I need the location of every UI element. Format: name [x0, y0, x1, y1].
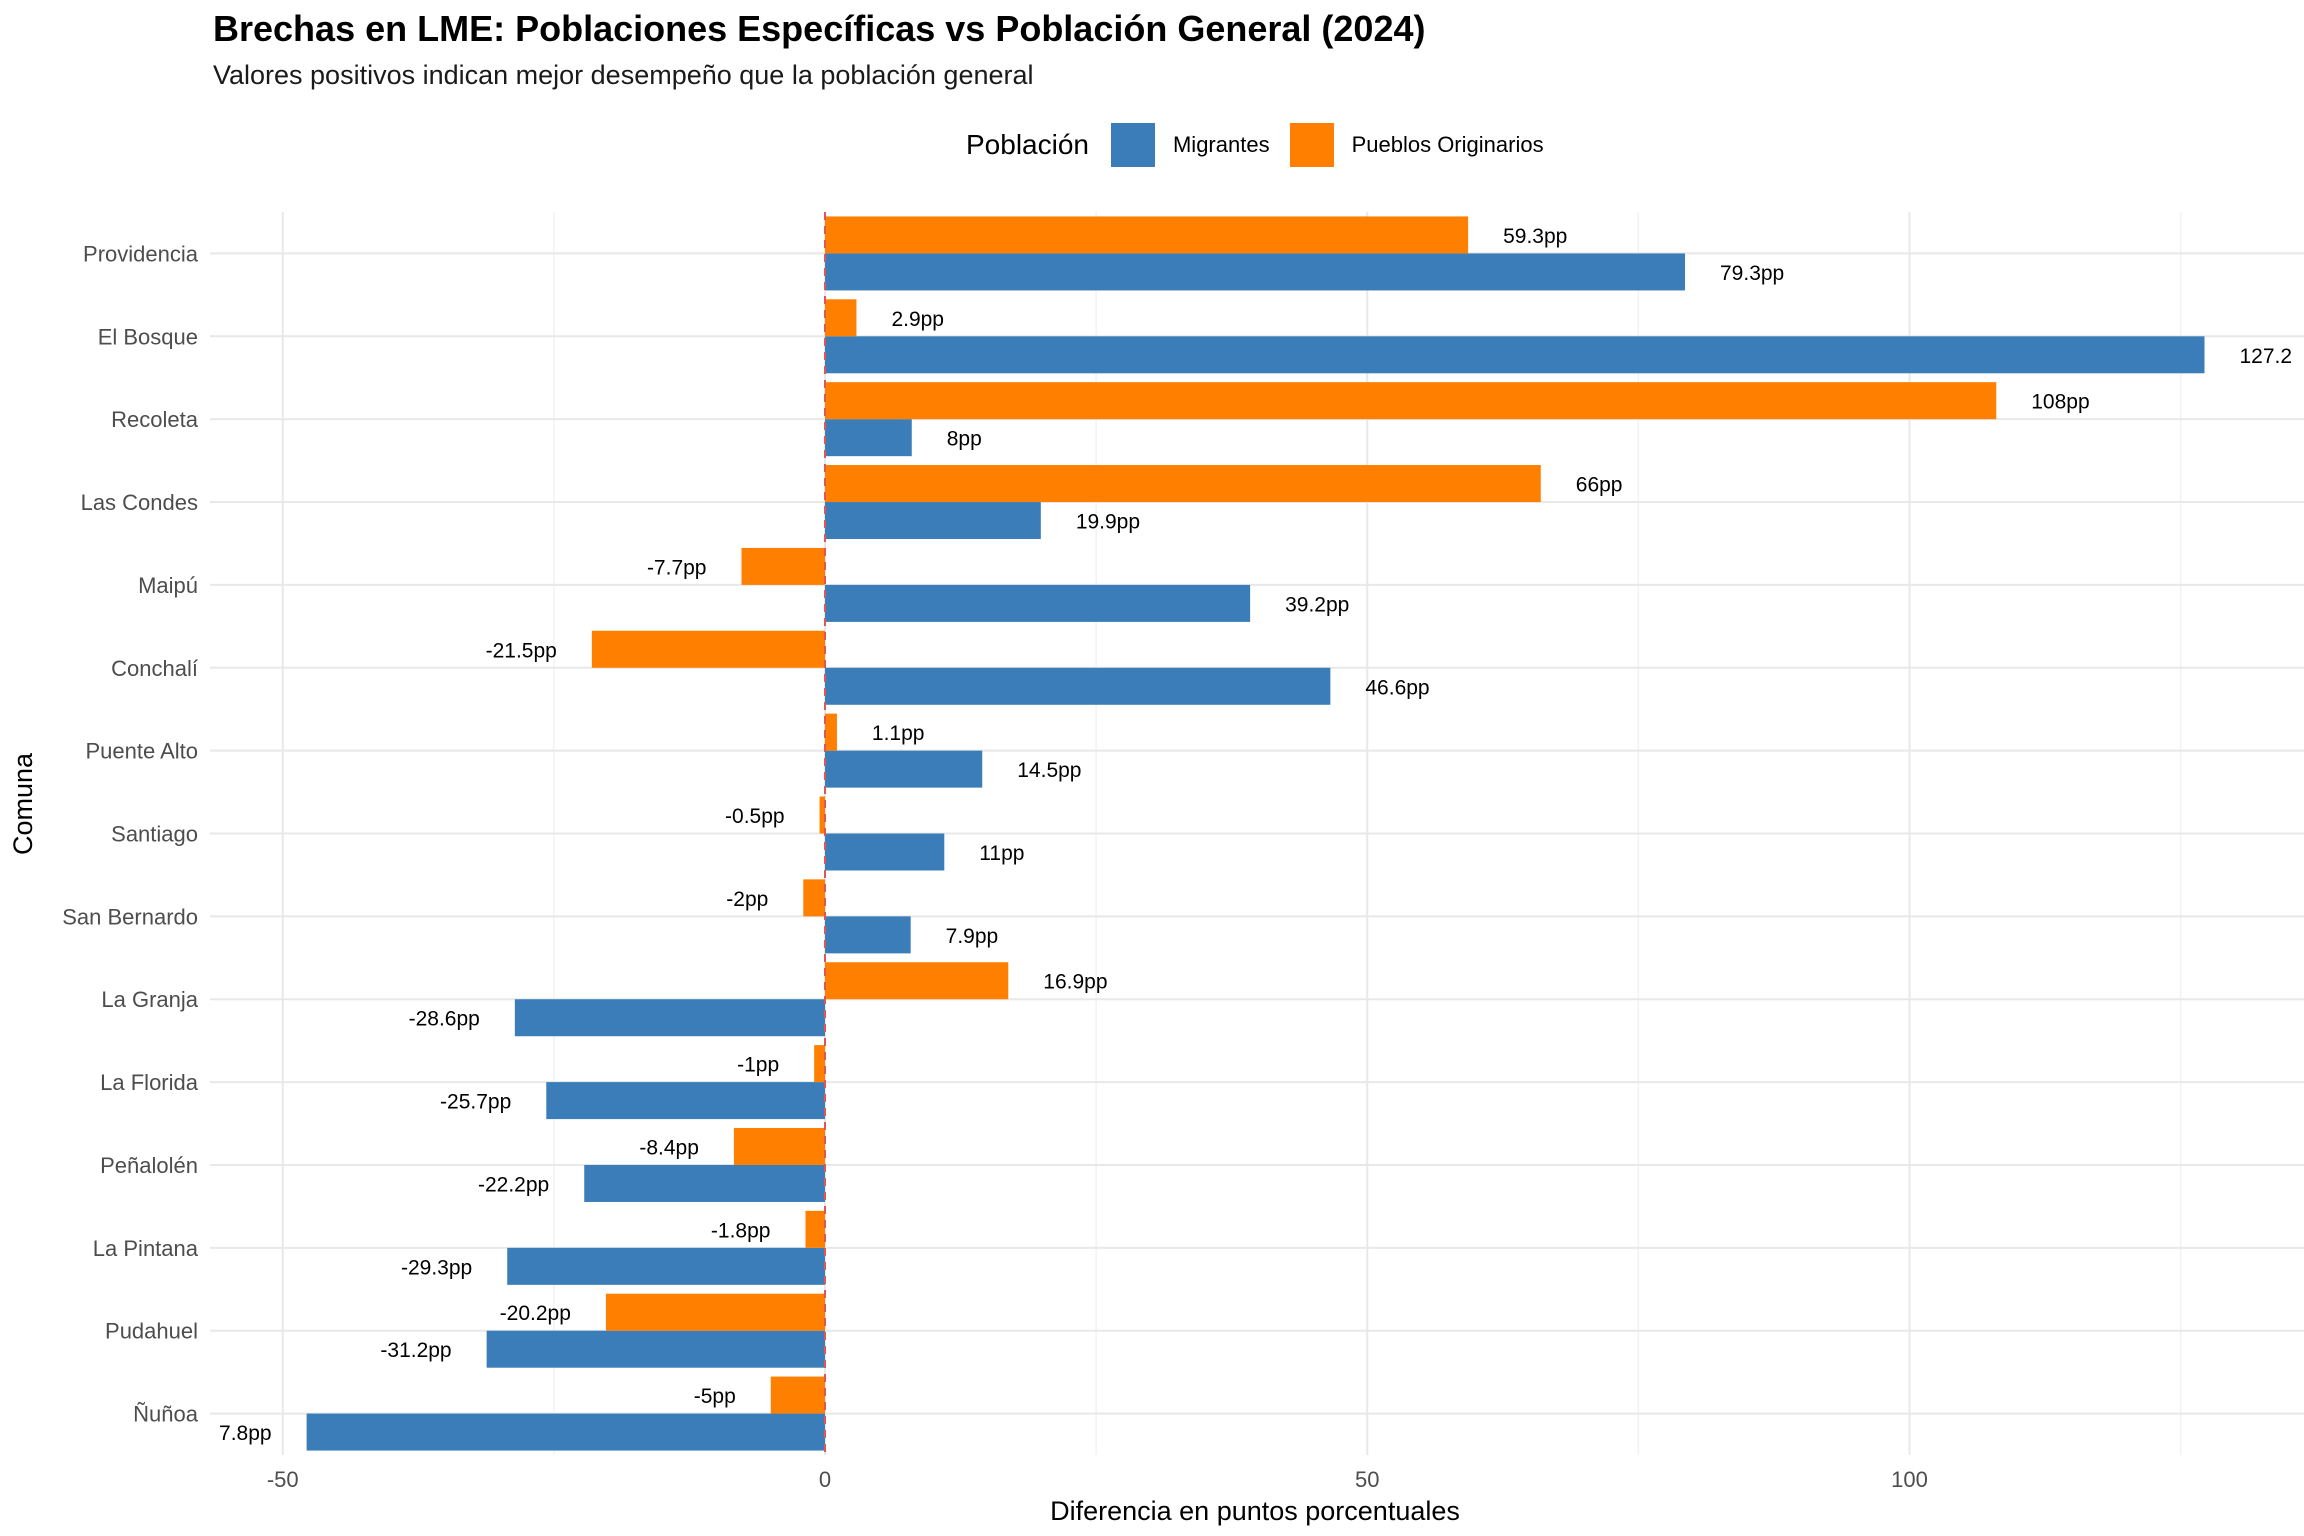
pueblos-originarios-bar [803, 879, 825, 917]
migrantes-bar [825, 253, 1686, 291]
migrantes-bar [825, 584, 1251, 622]
pueblos-originarios-bar [825, 962, 1009, 1000]
migrantes-bar [825, 336, 2205, 374]
y-tick-label: La Florida [100, 1070, 199, 1095]
bar-value-label: -1.8pp [711, 1219, 771, 1242]
pueblos-originarios-bar [825, 465, 1541, 503]
migrantes-bar [306, 1413, 825, 1451]
y-tick-label: Conchalí [111, 656, 198, 681]
y-tick-label: Providencia [83, 241, 199, 266]
bar-value-label: -1pp [737, 1054, 779, 1077]
bar-value-label: 16.9pp [1043, 971, 1107, 994]
bar-value-label: 79.3pp [1720, 262, 1784, 285]
y-tick-label: La Granja [101, 987, 198, 1012]
bar-value-label: 1.1pp [872, 722, 925, 745]
pueblos-originarios-bar [814, 1045, 825, 1083]
migrantes-bar [546, 1082, 825, 1120]
migrantes-bar [825, 502, 1041, 540]
bar-value-label: -28.6pp [409, 1008, 480, 1031]
migrantes-bar [825, 916, 911, 954]
bar-value-label: -5pp [694, 1385, 736, 1408]
legend-key-migrantes [1110, 123, 1155, 167]
bar-value-label: -31.2pp [380, 1339, 451, 1362]
bar-value-label: -21.5pp [486, 639, 557, 662]
migrantes-bar [514, 999, 825, 1037]
bar-value-label: 59.3pp [1503, 225, 1567, 248]
pueblos-originarios-bar [591, 630, 825, 668]
chart-title: Brechas en LME: Poblaciones Específicas … [213, 8, 1426, 49]
bar-value-label: -29.3pp [401, 1256, 472, 1279]
bar-value-label: -0.5pp [725, 805, 785, 828]
migrantes-bar [584, 1164, 825, 1202]
bar-value-label: 8pp [947, 428, 982, 451]
legend-label-pueblos-originarios: Pueblos Originarios [1351, 132, 1544, 157]
pueblos-originarios-bar [825, 299, 857, 337]
legend-key-pueblos-originarios [1289, 123, 1334, 167]
bar-value-label: -22.2pp [478, 1173, 549, 1196]
y-tick-label: Recoleta [111, 407, 199, 432]
migrantes-bar [507, 1247, 825, 1285]
legend-label-migrantes: Migrantes [1172, 132, 1270, 157]
y-axis-label: Comuna [8, 752, 38, 855]
pueblos-originarios-bar [741, 547, 825, 585]
bar-value-label: 46.6pp [1365, 676, 1429, 699]
bar-value-label: 19.9pp [1076, 511, 1140, 534]
y-tick-label: El Bosque [98, 324, 198, 349]
y-tick-label: Las Condes [81, 490, 198, 515]
bar-value-label: 2.9pp [891, 308, 944, 331]
bar-value-label: 66pp [1576, 474, 1623, 497]
bar-value-label: 7.8pp [219, 1422, 272, 1445]
bar-value-label: -7.7pp [647, 556, 707, 579]
bar-value-label: 14.5pp [1017, 759, 1081, 782]
y-tick-label: Santiago [111, 822, 198, 847]
migrantes-bar [486, 1330, 825, 1368]
y-tick-label: San Bernardo [62, 904, 198, 929]
y-tick-label: Pudahuel [105, 1319, 198, 1344]
bar-value-label: -20.2pp [500, 1302, 571, 1325]
migrantes-bar [825, 750, 983, 788]
x-tick-label: 100 [1891, 1467, 1928, 1492]
pueblos-originarios-bar [819, 796, 825, 834]
migrantes-bar [825, 833, 945, 871]
y-tick-label: La Pintana [93, 1236, 199, 1261]
x-tick-label: -50 [267, 1467, 299, 1492]
pueblos-originarios-bar [825, 382, 1997, 420]
bar-value-label: 39.2pp [1285, 593, 1349, 616]
bar-value-label: -25.7pp [440, 1091, 511, 1114]
x-axis-label: Diferencia en puntos porcentuales [1050, 1496, 1460, 1526]
pueblos-originarios-bar [825, 216, 1469, 254]
x-tick-label: 0 [819, 1467, 831, 1492]
x-tick-label: 50 [1355, 1467, 1379, 1492]
pueblos-originarios-bar [605, 1293, 825, 1331]
bar-value-label: 7.9pp [946, 925, 999, 948]
bar-value-label: -2pp [726, 888, 768, 911]
y-tick-label: Puente Alto [85, 739, 198, 764]
legend: Población Migrantes Pueblos Originarios [966, 122, 1564, 168]
y-tick-label: Maipú [138, 573, 198, 598]
bar-value-label: 108pp [2031, 391, 2089, 414]
legend-title: Población [966, 129, 1089, 160]
pueblos-originarios-bar [733, 1127, 825, 1165]
bar-value-label: -8.4pp [639, 1136, 699, 1159]
migrantes-bar [825, 667, 1331, 705]
pueblos-originarios-bar [825, 713, 837, 751]
bar-value-label: 127.2 [2239, 345, 2292, 368]
pueblos-originarios-bar [805, 1210, 825, 1248]
y-tick-label: Ñuñoa [133, 1402, 199, 1427]
y-tick-label: Peñalolén [100, 1153, 198, 1178]
migrantes-bar [825, 419, 912, 457]
bar-value-label: 11pp [979, 842, 1024, 865]
pueblos-originarios-bar [770, 1376, 825, 1414]
chart-subtitle: Valores positivos indican mejor desempeñ… [213, 60, 1034, 90]
